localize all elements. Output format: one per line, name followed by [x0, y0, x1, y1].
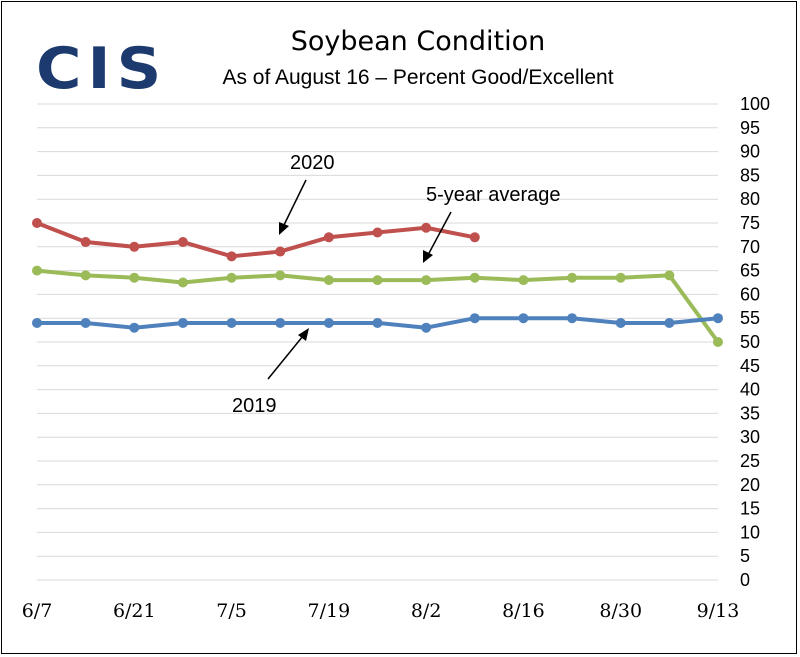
data-point-2020 [323, 232, 334, 243]
y-tick-label: 95 [740, 118, 760, 138]
gridlines [37, 103, 718, 581]
data-point-2020 [372, 227, 383, 238]
x-tick-label: 9/13 [697, 600, 740, 622]
y-tick-label: 45 [740, 356, 760, 376]
data-point-5-year-average [713, 337, 723, 347]
data-point-2020 [129, 241, 140, 252]
data-point-5-year-average [469, 272, 480, 283]
y-tick-label: 40 [740, 380, 760, 400]
x-tick-label: 7/19 [308, 600, 351, 622]
y-tick-label: 30 [740, 427, 760, 447]
arrow-2020 [279, 179, 307, 235]
y-tick-label: 15 [740, 499, 760, 519]
y-tick-label: 50 [740, 332, 760, 352]
data-point-5-year-average [275, 270, 286, 281]
y-tick-label: 55 [740, 308, 760, 328]
y-tick-label: 5 [740, 546, 750, 566]
y-tick-label: 85 [740, 165, 760, 185]
data-point-2019 [323, 317, 334, 328]
annotation-5-year-average: 5-year average [426, 184, 561, 206]
data-point-5-year-average [567, 272, 578, 283]
y-tick-label: 75 [740, 213, 760, 233]
data-point-5-year-average [421, 275, 432, 286]
data-point-5-year-average [80, 270, 91, 281]
data-point-5-year-average [664, 270, 675, 281]
data-point-5-year-average [32, 265, 42, 276]
data-point-2019 [275, 317, 286, 328]
data-point-2020 [32, 218, 42, 228]
y-tick-label: 70 [740, 237, 760, 257]
series-2020 [32, 218, 480, 262]
y-tick-label: 35 [740, 403, 760, 423]
data-point-2019 [372, 317, 383, 328]
chart-subtitle: As of August 16 – Percent Good/Excellent [222, 66, 614, 89]
series-5-year-average [32, 265, 723, 347]
annotations: 2020 5-year average 2019 [232, 152, 561, 417]
data-point-2020 [80, 237, 91, 248]
chart-title: Soybean Condition [290, 26, 546, 57]
annotation-2020: 2020 [290, 152, 335, 174]
series-lines [32, 218, 723, 347]
x-tick-label: 8/30 [599, 600, 642, 622]
data-point-2019 [518, 313, 529, 324]
data-point-2019 [713, 313, 723, 324]
data-point-2019 [226, 317, 237, 328]
data-point-2020 [275, 246, 286, 257]
x-tick-label: 8/2 [411, 600, 442, 622]
data-point-2019 [177, 317, 188, 328]
data-point-5-year-average [177, 277, 188, 288]
series-2019 [32, 313, 723, 333]
data-point-5-year-average [518, 275, 529, 286]
x-tick-label: 6/21 [113, 600, 156, 622]
x-axis-ticks: 6/7 6/21 7/5 7/19 8/2 8/16 8/30 9/13 [22, 600, 740, 622]
data-point-2019 [421, 322, 432, 333]
data-point-5-year-average [226, 272, 237, 283]
series-line-2020 [35, 221, 477, 259]
x-tick-label: 7/5 [216, 600, 247, 622]
data-point-2019 [615, 317, 626, 328]
y-tick-label: 0 [740, 570, 750, 590]
annotation-2019: 2019 [232, 395, 277, 417]
y-tick-label: 25 [740, 451, 760, 471]
data-point-2020 [421, 222, 432, 233]
y-tick-label: 10 [740, 522, 760, 542]
arrow-2019 [267, 328, 309, 380]
y-tick-label: 20 [740, 475, 760, 495]
arrow-5-year-average [423, 211, 452, 263]
cis-logo: CIS [36, 34, 168, 102]
data-point-5-year-average [323, 275, 334, 286]
data-point-2019 [80, 317, 91, 328]
data-point-2019 [567, 313, 578, 324]
data-point-5-year-average [129, 272, 140, 283]
data-point-2020 [226, 251, 237, 262]
y-tick-label: 100 [740, 94, 770, 114]
y-tick-label: 65 [740, 261, 760, 281]
y-axis-ticks: 0 5 10 15 20 25 30 35 40 45 50 55 60 65 70 75 80 85 90 95 10… [740, 94, 770, 590]
data-point-2020 [177, 237, 188, 248]
data-point-2020 [469, 232, 480, 243]
data-point-5-year-average [372, 275, 383, 286]
y-tick-label: 60 [740, 284, 760, 304]
data-point-5-year-average [615, 272, 626, 283]
data-point-2019 [469, 313, 480, 324]
y-tick-label: 80 [740, 189, 760, 209]
data-point-2019 [664, 317, 675, 328]
x-tick-label: 8/16 [502, 600, 545, 622]
x-tick-label: 6/7 [22, 600, 53, 622]
y-tick-label: 90 [740, 142, 760, 162]
data-point-2019 [129, 322, 140, 333]
data-point-2019 [32, 317, 42, 328]
